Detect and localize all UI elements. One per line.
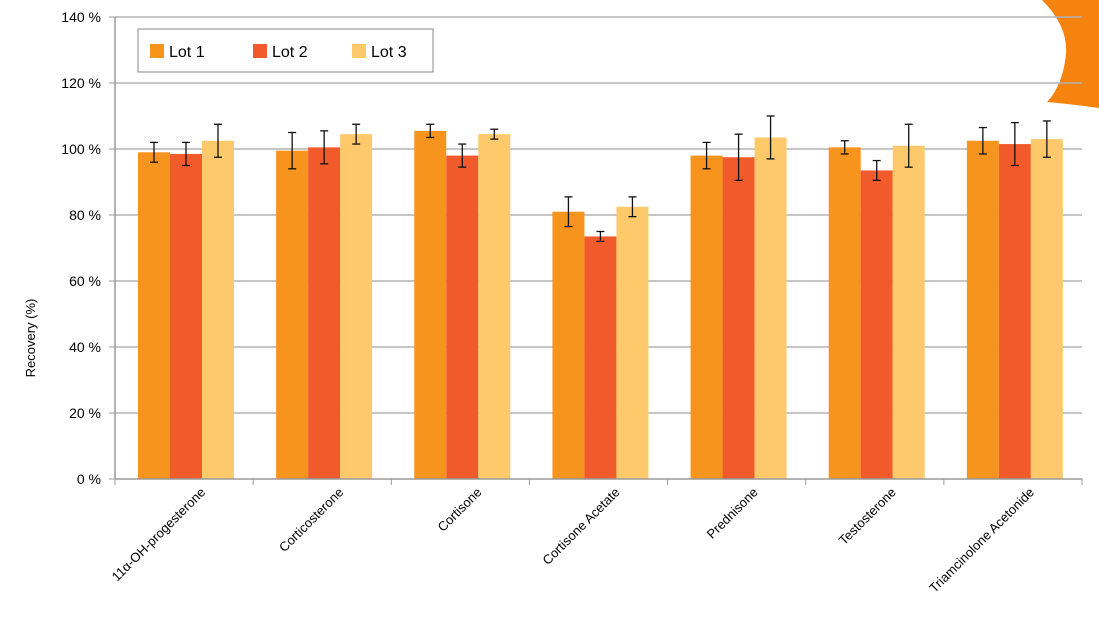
bar: [414, 130, 447, 479]
x-category-label: Cortisone: [435, 485, 485, 535]
y-axis-title: Recovery (%): [23, 299, 38, 378]
bar: [170, 153, 202, 479]
bar: [754, 137, 787, 479]
bar: [690, 155, 723, 479]
x-category-label: Cortisone Acetate: [539, 485, 622, 568]
y-tick-label: 120 %: [61, 75, 101, 91]
y-tick-label: 60 %: [69, 273, 101, 289]
y-axis-ticks: 0 % 20 % 40 % 60 % 80 % 100 % 120 % 140 %: [61, 9, 115, 487]
bar: [276, 150, 309, 479]
x-axis-category-labels: 11α-OH-progesterone Corticosterone Cortiso…: [109, 485, 1037, 596]
bar: [308, 147, 341, 479]
legend-swatch: [352, 44, 366, 58]
y-tick-label: 20 %: [69, 405, 101, 421]
legend-label: Lot 3: [371, 44, 407, 61]
error-bars: [150, 115, 1051, 243]
bar: [966, 140, 999, 479]
bar: [478, 134, 511, 479]
bar: [998, 144, 1031, 480]
bars: [138, 130, 1063, 480]
bar: [138, 152, 170, 480]
bar: [202, 140, 234, 479]
bar: [1030, 139, 1063, 479]
y-tick-label: 0 %: [77, 471, 101, 487]
y-tick-label: 40 %: [69, 339, 101, 355]
decorative-orange-shape: [1005, 0, 1099, 108]
legend-label: Lot 2: [272, 44, 308, 61]
x-category-label: Corticosterone: [276, 485, 346, 555]
legend-box: [137, 28, 434, 73]
axes: [114, 17, 1083, 485]
legend-swatch: [150, 44, 164, 58]
y-tick-label: 140 %: [61, 9, 101, 25]
bar: [722, 157, 755, 479]
legend-label: Lot 1: [169, 44, 205, 61]
y-tick-label: 80 %: [69, 207, 101, 223]
x-category-label: Prednisone: [704, 485, 761, 542]
bar: [340, 134, 373, 479]
legend: Lot 1 Lot 2 Lot 3: [137, 28, 434, 73]
legend-swatch: [253, 44, 267, 58]
bar: [584, 236, 617, 479]
x-category-label: Testosterone: [836, 485, 899, 548]
x-category-label: 11α-OH-progesterone: [109, 485, 209, 585]
bar: [892, 145, 925, 479]
bar: [616, 206, 649, 479]
bar: [828, 147, 861, 479]
y-tick-label: 100 %: [61, 141, 101, 157]
bar: [552, 211, 585, 479]
x-category-label: Triamcinolone Acetonide: [926, 485, 1037, 596]
bar: [446, 155, 479, 479]
bar: [860, 170, 893, 479]
